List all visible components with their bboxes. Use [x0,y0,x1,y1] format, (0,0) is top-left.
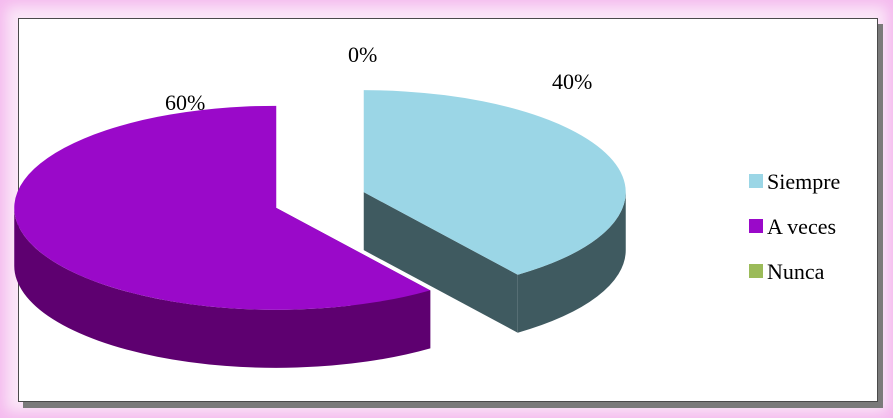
legend-swatch-a-veces [749,219,763,233]
slice-top-a-veces [14,105,431,310]
pie-slices [14,90,626,368]
slice-wall-siempre-1 [363,192,518,333]
legend-label-a-veces: A veces [767,214,836,239]
legend-swatch-siempre [749,174,763,188]
slice-side-siempre [517,192,626,333]
slice-side-a-veces [14,207,431,368]
legend-swatch-nunca [749,264,763,278]
data-label-siempre: 40% [552,69,592,94]
data-label-a-veces: 60% [165,90,205,115]
data-label-nunca: 0% [348,42,377,67]
legend-label-nunca: Nunca [767,259,825,284]
slice-top-siempre [363,90,626,275]
pie-data-labels: 40% 60% 0% [165,42,592,115]
legend: Siempre A veces Nunca [749,169,840,284]
legend-label-siempre: Siempre [767,169,840,194]
